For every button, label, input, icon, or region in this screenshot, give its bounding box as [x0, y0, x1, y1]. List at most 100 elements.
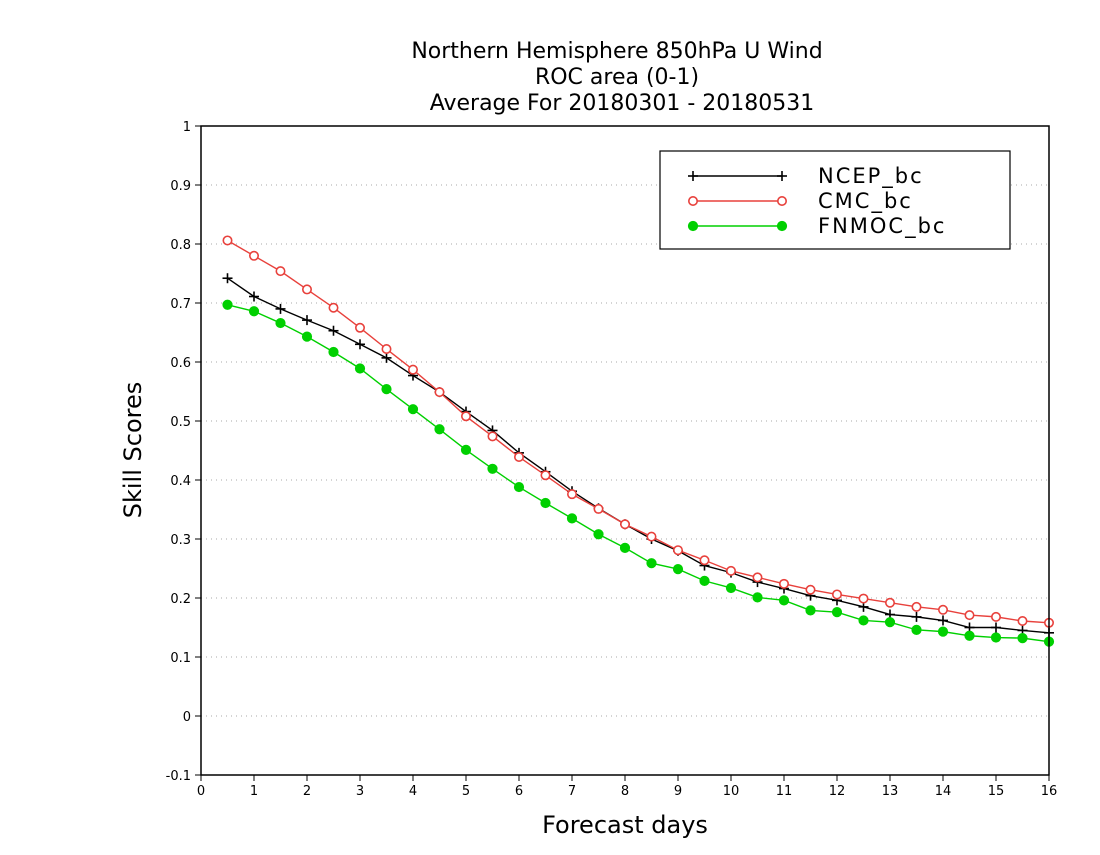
data-point-FNMOC_bc — [778, 595, 790, 606]
data-point-CMC_bc — [249, 250, 260, 261]
legend-label: FNMOC_bc — [818, 214, 946, 239]
series-line-FNMOC_bc — [227, 304, 1050, 643]
data-point-FNMOC_bc — [990, 632, 1002, 643]
data-point-FNMOC_bc — [619, 542, 631, 553]
data-point-CMC_bc — [460, 411, 471, 422]
data-point-NCEP_bc — [328, 325, 339, 336]
data-point-CMC_bc — [646, 531, 657, 542]
data-point-CMC_bc — [381, 344, 392, 355]
legend-item-NCEP_bc: NCEP_bc — [688, 164, 924, 189]
data-point-CMC_bc — [937, 604, 948, 615]
data-point-FNMOC_bc — [275, 317, 286, 329]
data-point-FNMOC_bc — [513, 481, 525, 493]
y-tick-label: 0.4 — [170, 474, 191, 489]
x-tick-label: 3 — [356, 784, 364, 799]
x-tick-label: 11 — [776, 784, 793, 799]
data-point-CMC_bc — [831, 589, 842, 600]
legend-marker-right — [777, 171, 787, 181]
data-point-FNMOC_bc — [831, 607, 843, 618]
data-point-NCEP_bc — [222, 273, 233, 284]
series-line-CMC_bc — [227, 239, 1050, 624]
legend-marker-right — [776, 196, 787, 207]
series-NCEP_bc — [222, 273, 1054, 638]
data-point-FNMOC_bc — [937, 626, 949, 637]
data-point-CMC_bc — [407, 364, 418, 375]
data-point-CMC_bc — [911, 601, 922, 612]
data-point-NCEP_bc — [911, 611, 922, 622]
legend-marker-left — [687, 196, 698, 207]
data-point-CMC_bc — [540, 470, 551, 481]
data-point-CMC_bc — [1017, 616, 1028, 627]
legend-marker-left — [688, 171, 698, 181]
chart-title-line-2: ROC area (0-1) — [535, 65, 699, 90]
data-point-FNMOC_bc — [858, 615, 869, 626]
x-tick-label: 0 — [197, 784, 205, 799]
x-tick-label: 16 — [1041, 784, 1058, 799]
y-tick-label: 0.2 — [170, 592, 191, 607]
legend-label: CMC_bc — [818, 189, 913, 214]
data-point-CMC_bc — [884, 597, 895, 608]
data-point-CMC_bc — [354, 322, 365, 333]
data-point-FNMOC_bc — [725, 582, 737, 594]
x-tick-label: 5 — [462, 784, 470, 799]
series-line-NCEP_bc — [227, 277, 1050, 634]
data-point-CMC_bc — [487, 431, 498, 442]
data-point-CMC_bc — [805, 584, 816, 595]
data-point-FNMOC_bc — [964, 630, 975, 641]
data-point-CMC_bc — [328, 302, 339, 313]
data-point-CMC_bc — [434, 387, 445, 398]
data-point-FNMOC_bc — [222, 299, 233, 310]
tick-layer: -0.100.10.20.30.40.50.60.70.80.910 1 2 3 4 5 6… — [166, 120, 1058, 799]
data-point-FNMOC_bc — [301, 331, 313, 342]
data-point-CMC_bc — [778, 578, 789, 589]
x-tick-label: 8 — [621, 784, 629, 799]
legend-item-FNMOC_bc: FNMOC_bc — [687, 214, 946, 239]
chart-title-line-3: Average For 20180301 - 20180531 — [430, 91, 815, 116]
data-point-NCEP_bc — [275, 303, 286, 314]
data-point-CMC_bc — [222, 235, 233, 246]
y-tick-label: 0.5 — [170, 415, 191, 430]
data-point-CMC_bc — [301, 284, 312, 295]
y-tick-label: 0.9 — [170, 179, 191, 194]
legend-item-CMC_bc: CMC_bc — [687, 189, 913, 214]
data-point-FNMOC_bc — [1017, 633, 1028, 644]
x-tick-label: 7 — [568, 784, 576, 799]
series-FNMOC_bc — [222, 299, 1055, 647]
y-tick-label: 0.6 — [170, 356, 191, 371]
data-point-NCEP_bc — [355, 339, 365, 350]
x-tick-label: 2 — [303, 784, 311, 799]
data-point-FNMOC_bc — [646, 558, 657, 569]
y-axis-title: Skill Scores — [119, 382, 147, 519]
data-point-CMC_bc — [513, 451, 524, 462]
x-tick-label: 13 — [882, 784, 899, 799]
series-layer — [222, 235, 1055, 647]
data-point-NCEP_bc — [249, 291, 259, 302]
x-axis-title: Forecast days — [542, 811, 708, 839]
x-tick-label: 14 — [935, 784, 952, 799]
data-point-FNMOC_bc — [672, 563, 684, 575]
legend-marker-left — [687, 220, 699, 232]
data-point-CMC_bc — [858, 593, 869, 604]
legend-label: NCEP_bc — [818, 164, 924, 189]
data-point-CMC_bc — [752, 572, 763, 583]
data-point-FNMOC_bc — [248, 306, 260, 317]
data-point-NCEP_bc — [938, 615, 948, 626]
x-tick-label: 9 — [674, 784, 682, 799]
x-tick-label: 12 — [829, 784, 846, 799]
data-point-CMC_bc — [275, 266, 286, 277]
data-point-FNMOC_bc — [752, 592, 763, 603]
x-tick-label: 6 — [515, 784, 523, 799]
data-point-FNMOC_bc — [434, 424, 445, 435]
data-point-NCEP_bc — [381, 352, 392, 363]
data-point-CMC_bc — [699, 555, 710, 566]
y-tick-label: 0.7 — [170, 297, 191, 312]
data-point-FNMOC_bc — [593, 529, 604, 540]
series-CMC_bc — [222, 235, 1055, 628]
legend-box — [659, 150, 1011, 250]
x-tick-label: 15 — [988, 784, 1005, 799]
data-point-CMC_bc — [619, 519, 630, 530]
